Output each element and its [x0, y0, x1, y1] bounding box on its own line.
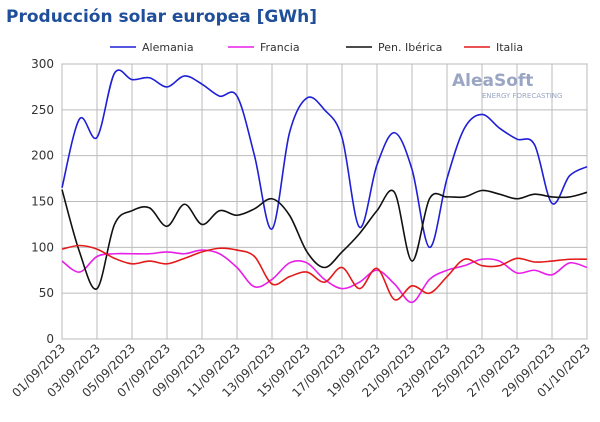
series-line — [61, 69, 588, 249]
series-line — [61, 249, 588, 304]
watermark-brand: AleaSoft — [452, 71, 533, 91]
y-tick-label: 50 — [39, 286, 54, 300]
series-line — [61, 189, 588, 290]
watermark-tagline: ENERGY FORECASTING — [482, 92, 562, 100]
legend-label: Italia — [496, 41, 523, 54]
y-tick-label: 300 — [31, 57, 54, 71]
legend-label: Pen. Ibérica — [378, 41, 442, 54]
y-tick-label: 250 — [31, 103, 54, 117]
y-tick-label: 150 — [31, 195, 54, 209]
y-tick-label: 0 — [46, 332, 54, 346]
series-line — [61, 244, 588, 301]
legend-label: Alemania — [142, 41, 194, 54]
chart-title: Producción solar europea [GWh] — [6, 7, 317, 27]
y-tick-label: 200 — [31, 149, 54, 163]
legend-label: Francia — [260, 41, 300, 54]
y-tick-label: 100 — [31, 240, 54, 254]
